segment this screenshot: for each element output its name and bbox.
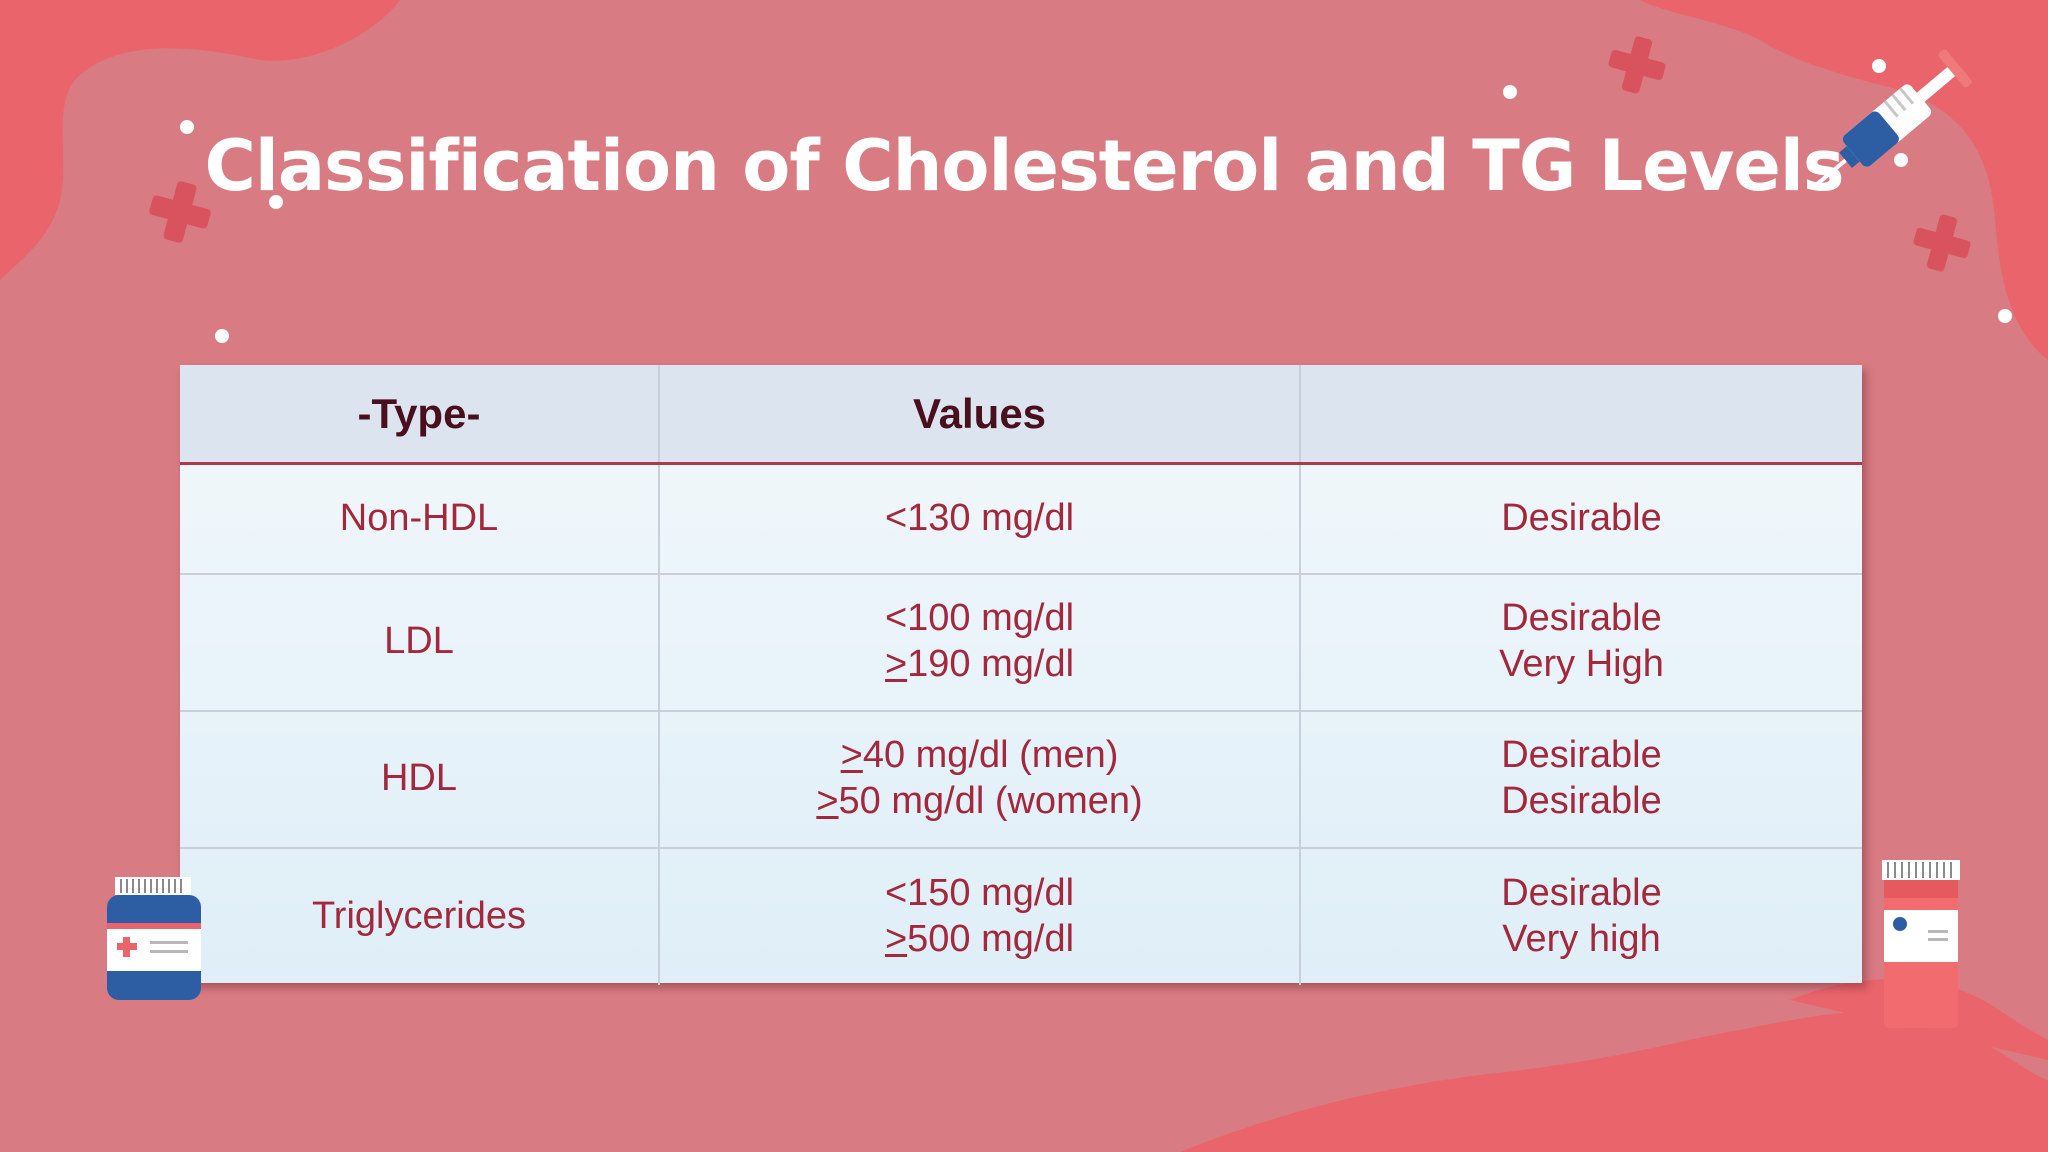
value-line: <130 mg/dl [884, 496, 1075, 539]
level-line: Very high [1502, 917, 1661, 960]
medicine-bottle-blue-icon [107, 877, 201, 1000]
cell-level: Desirable [1300, 462, 1862, 574]
table-row: HDL >40 mg/dl (men) >50 mg/dl (women) De… [180, 709, 1862, 848]
cell-type: Non-HDL [180, 462, 660, 574]
value-line: <100 mg/dl [884, 597, 1075, 640]
cell-type: HDL [180, 709, 660, 848]
plus-cross-icon [149, 36, 1971, 272]
cell-values: <130 mg/dl [659, 462, 1301, 574]
medicine-bottle-red-icon [1882, 860, 1960, 1028]
cell-type: LDL [180, 572, 660, 711]
cell-level: Desirable Very High [1300, 572, 1862, 711]
level-line: Desirable [1501, 597, 1662, 640]
value-line: <150 mg/dl [884, 871, 1075, 914]
table-header-row: -Type- Values [180, 365, 1862, 465]
cholesterol-table-container: -Type- Values Non-HDL <130 mg/dl Desirab… [180, 365, 1862, 985]
cell-type: Triglycerides [180, 846, 660, 985]
table-row: LDL <100 mg/dl >190 mg/dl Desirable Very… [180, 572, 1862, 711]
table-row: Triglycerides <150 mg/dl >500 mg/dl Desi… [180, 846, 1862, 985]
cell-level: Desirable Desirable [1300, 709, 1862, 848]
level-line: Desirable [1501, 496, 1662, 539]
syringe-icon [1815, 49, 1972, 186]
cell-values: >40 mg/dl (men) >50 mg/dl (women) [659, 709, 1301, 848]
value-line: >190 mg/dl [884, 643, 1075, 685]
header-values: Values [659, 365, 1301, 465]
cell-values: <100 mg/dl >190 mg/dl [659, 572, 1301, 711]
page-title: Classification of Cholesterol and TG Lev… [204, 125, 1844, 207]
header-level [1300, 365, 1862, 465]
cholesterol-table: -Type- Values Non-HDL <130 mg/dl Desirab… [180, 365, 1862, 985]
header-type: -Type- [180, 365, 660, 465]
level-line: Desirable [1501, 780, 1662, 822]
level-line: Desirable [1501, 734, 1662, 777]
value-line: >500 mg/dl [884, 917, 1075, 960]
cell-values: <150 mg/dl >500 mg/dl [659, 846, 1301, 985]
level-line: Desirable [1501, 871, 1662, 914]
value-line: >50 mg/dl (women) [816, 780, 1143, 822]
table-row: Non-HDL <130 mg/dl Desirable [180, 462, 1862, 574]
cell-level: Desirable Very high [1300, 846, 1862, 985]
value-line: >40 mg/dl (men) [840, 734, 1119, 777]
dot-decoration [180, 59, 2012, 343]
level-line: Very High [1499, 643, 1664, 685]
